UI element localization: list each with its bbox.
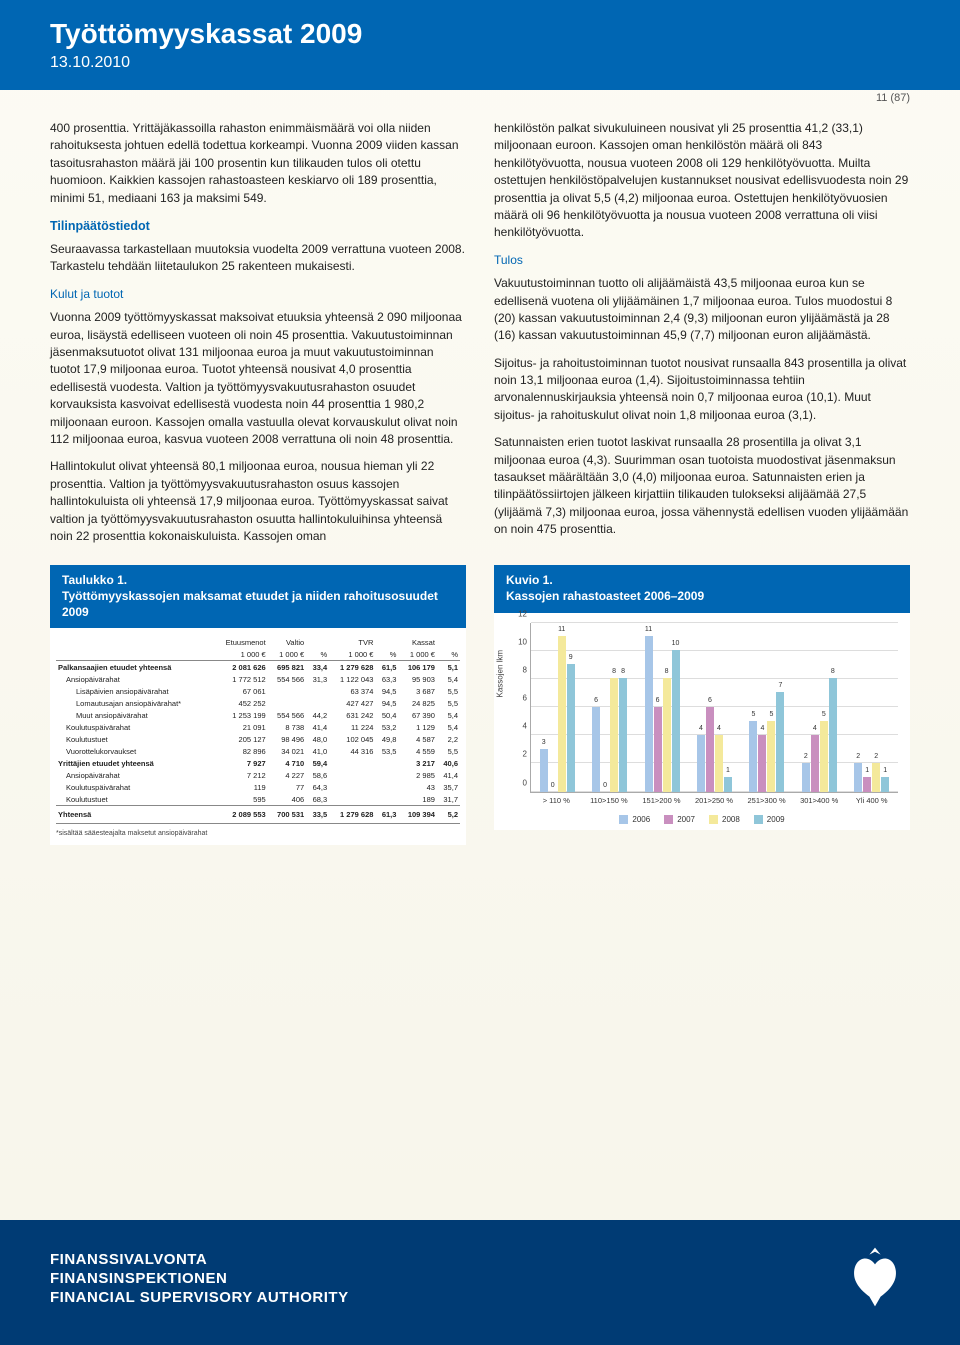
bar: 11 xyxy=(645,636,653,792)
bar-group: 5457 xyxy=(741,623,793,792)
bar: 2 xyxy=(802,763,810,791)
x-label: Yli 400 % xyxy=(845,793,898,805)
table-row: Koulutuspäivärahat21 0918 73841,411 2245… xyxy=(56,721,460,733)
table-row: Vuorottelukorvaukset82 89634 02141,044 3… xyxy=(56,745,460,757)
bar: 10 xyxy=(672,650,680,792)
table-row: Ansiopäivärahat1 772 512554 56631,31 122… xyxy=(56,673,460,685)
paragraph: henkilöstön palkat sivukuluineen nousiva… xyxy=(494,120,910,242)
bar: 4 xyxy=(697,735,705,792)
table-row: Lisäpäivien ansiopäivärahat67 06163 3749… xyxy=(56,685,460,697)
bar: 3 xyxy=(540,749,548,792)
table-row: Lomautusajan ansiopäivärahat*452 252427 … xyxy=(56,697,460,709)
section-heading: Tilinpäätöstiedot xyxy=(50,217,466,235)
chart-panel: Kuvio 1. Kassojen rahastoasteet 2006–200… xyxy=(494,565,910,845)
legend-item: 2009 xyxy=(754,815,785,824)
bar: 5 xyxy=(767,721,775,792)
bar-group: 116810 xyxy=(636,623,688,792)
page-number: 11 (87) xyxy=(876,92,910,104)
bar-group: 2121 xyxy=(846,623,898,792)
bar: 1 xyxy=(724,777,732,791)
paragraph: 400 prosenttia. Yrittäjäkassoilla rahast… xyxy=(50,120,466,207)
bar: 4 xyxy=(811,735,819,792)
bar: 5 xyxy=(749,721,757,792)
bar-group: 30119 xyxy=(531,623,583,792)
figure-panels: Taulukko 1. Työttömyyskassojen maksamat … xyxy=(0,565,960,855)
doc-date: 13.10.2010 xyxy=(50,54,910,72)
bar: 4 xyxy=(758,735,766,792)
table-row: Palkansaajien etuudet yhteensä2 081 6266… xyxy=(56,661,460,674)
column-right: henkilöstön palkat sivukuluineen nousiva… xyxy=(494,120,910,555)
bar: 8 xyxy=(829,678,837,791)
table-footnote: *sisältää sääesteajalta maksetut ansiopä… xyxy=(56,830,460,837)
bar-group: 4641 xyxy=(688,623,740,792)
bar: 6 xyxy=(706,707,714,792)
x-label: 251>300 % xyxy=(740,793,793,805)
text-columns: 400 prosenttia. Yrittäjäkassoilla rahast… xyxy=(0,90,960,565)
chart-legend: 2006 2007 2008 2009 xyxy=(502,815,902,824)
subsection-heading: Kulut ja tuotot xyxy=(50,286,466,303)
bar-group: 6088 xyxy=(583,623,635,792)
page-header: Työttömyyskassat 2009 13.10.2010 xyxy=(0,0,960,90)
table-row: Yrittäjien etuudet yhteensä7 9274 71059,… xyxy=(56,757,460,769)
table-panel: Taulukko 1. Työttömyyskassojen maksamat … xyxy=(50,565,466,845)
paragraph: Vakuutustoiminnan tuotto oli alijäämäist… xyxy=(494,275,910,345)
bar: 8 xyxy=(619,678,627,791)
paragraph: Hallintokulut olivat yhteensä 80,1 miljo… xyxy=(50,458,466,545)
paragraph: Vuonna 2009 työttömyyskassat maksoivat e… xyxy=(50,309,466,448)
bar: 9 xyxy=(567,664,575,792)
bar: 11 xyxy=(558,636,566,792)
legend-item: 2006 xyxy=(619,815,650,824)
x-label: 301>400 % xyxy=(793,793,846,805)
legend-item: 2008 xyxy=(709,815,740,824)
bar: 6 xyxy=(654,707,662,792)
paragraph: Sijoitus- ja rahoitustoiminnan tuotot no… xyxy=(494,355,910,425)
x-label: > 110 % xyxy=(530,793,583,805)
legend-item: 2007 xyxy=(664,815,695,824)
page-footer: FINANSSIVALVONTA FINANSINSPEKTIONEN FINA… xyxy=(0,1220,960,1345)
bar: 1 xyxy=(881,777,889,791)
table-row: Muut ansiopäivärahat1 253 199554 56644,2… xyxy=(56,709,460,721)
table-row: Koulutustuet59540668,318931,7 xyxy=(56,793,460,806)
bar: 8 xyxy=(663,678,671,791)
y-axis-title: Kassojen lkm xyxy=(496,649,505,697)
bar: 1 xyxy=(863,777,871,791)
x-label: 151>200 % xyxy=(635,793,688,805)
chart-area: 0246810123011960881168104641545724582121 xyxy=(530,623,898,793)
lion-logo-icon xyxy=(840,1242,910,1317)
table-wrap: EtuusmenotValtioTVRKassat1 000 €1 000 €%… xyxy=(50,628,466,845)
bar: 6 xyxy=(592,707,600,792)
x-label: 201>250 % xyxy=(688,793,741,805)
chart-wrap: Kassojen lkm 024681012301196088116810464… xyxy=(494,613,910,830)
x-labels: > 110 %110>150 %151>200 %201>250 %251>30… xyxy=(530,793,898,805)
bar-group: 2458 xyxy=(793,623,845,792)
column-left: 400 prosenttia. Yrittäjäkassoilla rahast… xyxy=(50,120,466,555)
bar: 4 xyxy=(715,735,723,792)
bar: 2 xyxy=(854,763,862,791)
doc-title: Työttömyyskassat 2009 xyxy=(50,18,910,50)
table-row: Koulutuspäivärahat1197764,34335,7 xyxy=(56,781,460,793)
chart-title: Kuvio 1. Kassojen rahastoasteet 2006–200… xyxy=(494,565,910,612)
table-row: Ansiopäivärahat7 2124 22758,62 98541,4 xyxy=(56,769,460,781)
bar: 7 xyxy=(776,692,784,791)
x-label: 110>150 % xyxy=(583,793,636,805)
table-row: Koulutustuet205 12798 49648,0102 04549,8… xyxy=(56,733,460,745)
bar: 5 xyxy=(820,721,828,792)
paragraph: Satunnaisten erien tuotot laskivat runsa… xyxy=(494,434,910,538)
subsection-heading: Tulos xyxy=(494,252,910,269)
table-title: Taulukko 1. Työttömyyskassojen maksamat … xyxy=(50,565,466,628)
bar: 8 xyxy=(610,678,618,791)
bar: 2 xyxy=(872,763,880,791)
org-names: FINANSSIVALVONTA FINANSINSPEKTIONEN FINA… xyxy=(50,1251,349,1307)
data-table: EtuusmenotValtioTVRKassat1 000 €1 000 €%… xyxy=(56,636,460,824)
paragraph: Seuraavassa tarkastellaan muutoksia vuod… xyxy=(50,241,466,276)
